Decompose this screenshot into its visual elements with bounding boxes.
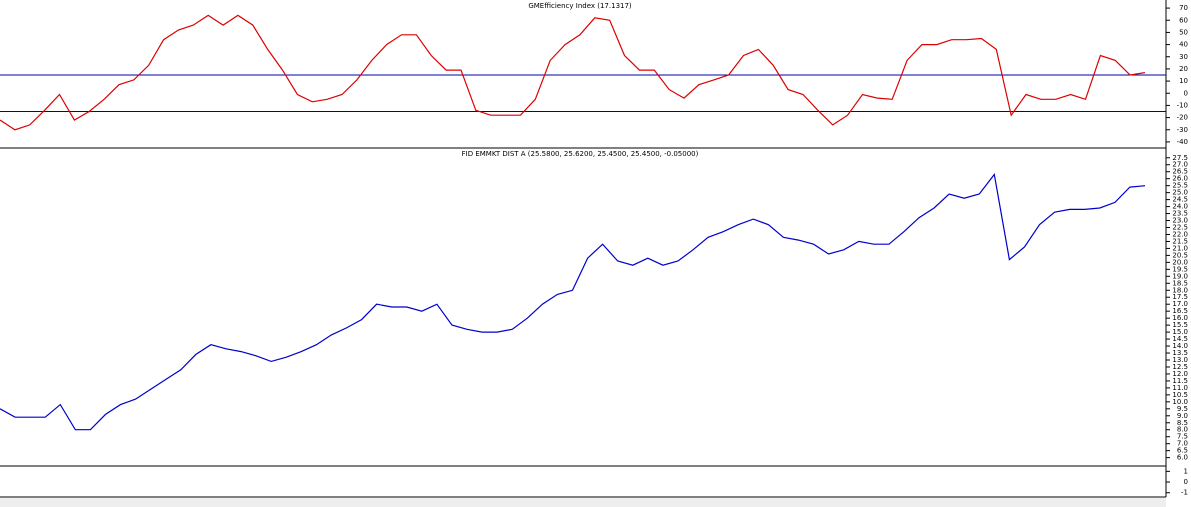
y-tick-label: 19.0 [1172, 272, 1188, 280]
y-tick-label: 22.5 [1172, 224, 1188, 232]
y-tick-label: 24.0 [1172, 203, 1188, 211]
y-tick-label: 12.5 [1172, 363, 1188, 371]
y-tick-label: 6.5 [1177, 447, 1188, 455]
y-tick-label: 9.5 [1177, 405, 1188, 413]
y-tick-label: -1 [1181, 489, 1188, 497]
y-tick-label: 10.5 [1172, 391, 1188, 399]
y-tick-label: 25.0 [1172, 189, 1188, 197]
y-tick-label: 8.0 [1177, 426, 1188, 434]
y-tick-label: 10.0 [1172, 398, 1188, 406]
y-tick-label: 21.0 [1172, 244, 1188, 252]
y-tick-label: 50 [1179, 28, 1188, 36]
y-tick-label: 14.0 [1172, 342, 1188, 350]
y-tick-label: 18.5 [1172, 279, 1188, 287]
y-tick-label: 11.0 [1172, 384, 1188, 392]
y-tick-label: -20 [1177, 114, 1188, 122]
y-tick-label: 21.5 [1172, 237, 1188, 245]
y-tick-label: 16.5 [1172, 307, 1188, 315]
y-tick-label: 22.0 [1172, 230, 1188, 238]
y-tick-label: 17.0 [1172, 300, 1188, 308]
series-line [0, 14, 1146, 131]
y-tick-label: 0 [1184, 89, 1188, 97]
y-tick-label: 23.0 [1172, 217, 1188, 225]
y-tick-label: -30 [1177, 126, 1188, 134]
y-tick-label: 15.0 [1172, 328, 1188, 336]
y-tick-label: 26.5 [1172, 168, 1188, 176]
pane-title: GMEfficiency Index (17.1317) [528, 2, 632, 10]
y-tick-label: 7.0 [1177, 440, 1188, 448]
pane-title: FID EMMKT DIST A (25.5800, 25.6200, 25.4… [462, 150, 699, 158]
y-tick-label: 23.5 [1172, 210, 1188, 218]
y-tick-label: 20.0 [1172, 258, 1188, 266]
y-tick-label: -10 [1177, 101, 1188, 109]
y-tick-label: 70 [1179, 4, 1188, 12]
y-tick-label: 9.0 [1177, 412, 1188, 420]
y-tick-label: 26.0 [1172, 175, 1188, 183]
y-tick-label: 20.5 [1172, 251, 1188, 259]
y-tick-label: 12.0 [1172, 370, 1188, 378]
x-axis-strip [0, 498, 1166, 507]
y-tick-label: 20 [1179, 65, 1188, 73]
y-tick-label: 11.5 [1172, 377, 1188, 385]
y-tick-label: 27.5 [1172, 154, 1188, 162]
y-tick-label: -40 [1177, 138, 1188, 146]
y-tick-label: 24.5 [1172, 196, 1188, 204]
y-tick-label: 1 [1184, 467, 1188, 475]
y-tick-label: 16.0 [1172, 314, 1188, 322]
y-tick-label: 19.5 [1172, 265, 1188, 273]
y-tick-label: 60 [1179, 16, 1188, 24]
y-tick-label: 25.5 [1172, 182, 1188, 190]
y-tick-label: 10 [1179, 77, 1188, 85]
y-tick-label: 13.5 [1172, 349, 1188, 357]
y-tick-label: 7.5 [1177, 433, 1188, 441]
y-tick-label: 30 [1179, 53, 1188, 61]
y-tick-label: 27.0 [1172, 161, 1188, 169]
y-tick-label: 0 [1184, 478, 1188, 486]
y-tick-label: 18.0 [1172, 286, 1188, 294]
y-tick-label: 8.5 [1177, 419, 1188, 427]
y-tick-label: 13.0 [1172, 356, 1188, 364]
y-tick-label: 15.5 [1172, 321, 1188, 329]
y-tick-label: 17.5 [1172, 293, 1188, 301]
series-line [0, 173, 1146, 431]
y-tick-label: 6.0 [1177, 454, 1188, 462]
y-tick-label: 40 [1179, 41, 1188, 49]
y-tick-label: 14.5 [1172, 335, 1188, 343]
